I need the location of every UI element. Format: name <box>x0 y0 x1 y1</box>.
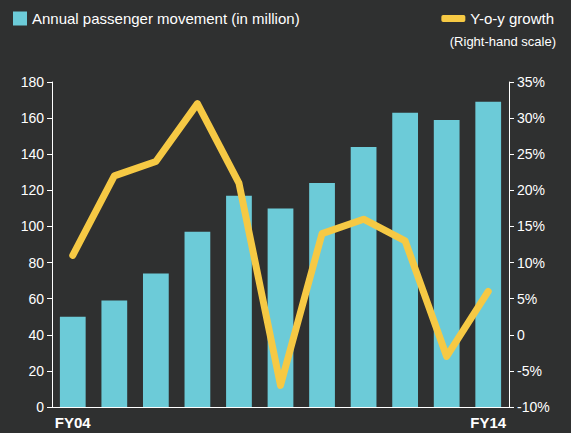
svg-text:35%: 35% <box>517 74 545 90</box>
svg-text:20%: 20% <box>517 182 545 198</box>
svg-text:FY04: FY04 <box>55 414 92 431</box>
svg-text:160: 160 <box>21 110 45 126</box>
svg-text:40: 40 <box>28 327 44 343</box>
svg-text:(Right-hand scale): (Right-hand scale) <box>450 34 556 49</box>
svg-text:30%: 30% <box>517 110 545 126</box>
svg-text:100: 100 <box>21 218 45 234</box>
svg-text:FY14: FY14 <box>470 414 507 431</box>
svg-text:60: 60 <box>28 291 44 307</box>
svg-text:-10%: -10% <box>517 399 550 415</box>
svg-text:5%: 5% <box>517 291 537 307</box>
svg-text:0: 0 <box>517 327 525 343</box>
svg-text:20: 20 <box>28 363 44 379</box>
svg-text:Y-o-y growth: Y-o-y growth <box>470 10 554 27</box>
svg-text:80: 80 <box>28 255 44 271</box>
svg-text:Annual passenger movement (in: Annual passenger movement (in million) <box>32 10 300 27</box>
svg-text:0: 0 <box>36 399 44 415</box>
svg-text:25%: 25% <box>517 146 545 162</box>
svg-text:120: 120 <box>21 182 45 198</box>
svg-text:140: 140 <box>21 146 45 162</box>
svg-text:-5%: -5% <box>517 363 542 379</box>
svg-text:10%: 10% <box>517 255 545 271</box>
svg-text:15%: 15% <box>517 218 545 234</box>
svg-text:180: 180 <box>21 74 45 90</box>
